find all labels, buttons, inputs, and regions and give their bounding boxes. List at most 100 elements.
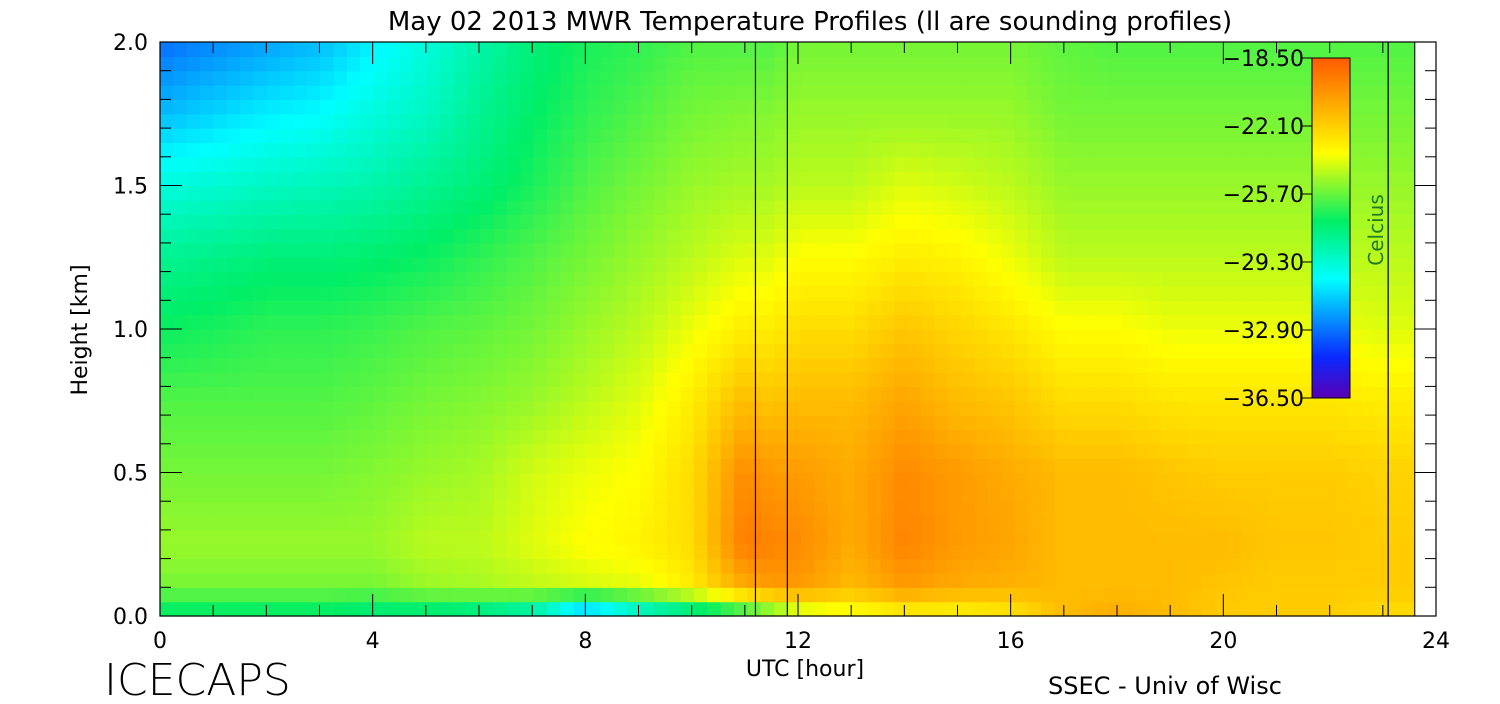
heatmap-cell xyxy=(867,472,882,488)
heatmap-cell xyxy=(413,42,428,57)
heatmap-cell xyxy=(386,99,401,115)
heatmap-cell xyxy=(840,501,855,517)
heatmap-cell xyxy=(880,228,895,244)
heatmap-cell xyxy=(507,415,521,431)
heatmap-cell xyxy=(733,99,748,115)
heatmap-cell xyxy=(747,558,762,574)
heatmap-cell xyxy=(920,515,935,531)
heatmap-cell xyxy=(320,314,335,330)
heatmap-cell xyxy=(160,386,174,402)
heatmap-cell xyxy=(1254,372,1269,387)
heatmap-cell xyxy=(453,386,468,402)
heatmap-cell xyxy=(360,357,375,373)
heatmap-cell xyxy=(1321,544,1336,560)
heatmap-cell xyxy=(974,501,989,517)
heatmap-cell xyxy=(1081,386,1095,402)
heatmap-cell xyxy=(974,99,989,115)
heatmap-cell xyxy=(934,314,949,330)
heatmap-cell xyxy=(854,70,869,86)
heatmap-cell xyxy=(1347,429,1362,445)
heatmap-cell xyxy=(480,271,495,287)
heatmap-cell xyxy=(560,544,575,560)
heatmap-cell xyxy=(333,329,348,344)
heatmap-cell xyxy=(333,529,348,545)
heatmap-cell xyxy=(1014,156,1029,172)
heatmap-cell xyxy=(760,515,775,531)
heatmap-cell xyxy=(1267,572,1282,588)
heatmap-cell xyxy=(453,372,468,387)
heatmap-cell xyxy=(480,558,495,574)
heatmap-cell xyxy=(1361,199,1376,215)
heatmap-cell xyxy=(960,343,975,359)
heatmap-cell xyxy=(226,199,241,215)
heatmap-cell xyxy=(854,199,869,215)
heatmap-cell xyxy=(1347,113,1362,129)
heatmap-cell xyxy=(947,501,962,517)
heatmap-cell xyxy=(1040,544,1055,560)
heatmap-cell xyxy=(1334,529,1349,545)
heatmap-cell xyxy=(1374,314,1389,330)
heatmap-cell xyxy=(480,544,495,560)
heatmap-cell xyxy=(200,85,214,100)
heatmap-cell xyxy=(707,472,722,488)
heatmap-cell xyxy=(1174,372,1189,387)
heatmap-cell xyxy=(667,501,682,517)
heatmap-cell xyxy=(1347,515,1362,531)
heatmap-cell xyxy=(1147,228,1162,244)
heatmap-cell xyxy=(333,171,348,187)
heatmap-cell xyxy=(1294,70,1309,86)
heatmap-cell xyxy=(453,601,468,617)
heatmap-cell xyxy=(640,113,655,129)
heatmap-cell xyxy=(173,544,188,560)
heatmap-cell xyxy=(1094,171,1109,187)
heatmap-cell xyxy=(894,501,909,517)
heatmap-cell xyxy=(774,501,788,517)
heatmap-cell xyxy=(213,372,228,387)
heatmap-cell xyxy=(346,587,361,603)
heatmap-cell xyxy=(293,515,308,531)
heatmap-cell xyxy=(1281,142,1296,158)
heatmap-cell xyxy=(560,70,575,86)
heatmap-cell xyxy=(1214,372,1229,387)
heatmap-cell xyxy=(1187,113,1202,129)
heatmap-cell xyxy=(360,587,375,603)
heatmap-cell xyxy=(426,515,441,531)
heatmap-cell xyxy=(386,171,401,187)
heatmap-cell xyxy=(1201,515,1216,531)
heatmap-cell xyxy=(320,113,335,129)
heatmap-cell xyxy=(426,70,441,86)
heatmap-cell xyxy=(467,572,481,588)
heatmap-cell xyxy=(894,171,909,187)
heatmap-cell xyxy=(987,242,1002,258)
heatmap-cell xyxy=(720,99,735,115)
heatmap-cell xyxy=(587,242,602,258)
heatmap-cell xyxy=(680,70,695,86)
heatmap-cell xyxy=(1121,300,1136,316)
heatmap-cell xyxy=(1254,429,1269,445)
heatmap-cell xyxy=(1281,185,1296,201)
heatmap-cell xyxy=(1147,242,1162,258)
colorbar-tick-label: −18.50 xyxy=(1223,47,1304,72)
heatmap-cell xyxy=(1174,458,1189,474)
heatmap-cell xyxy=(1347,329,1362,344)
heatmap-cell xyxy=(467,443,481,459)
heatmap-cell xyxy=(747,185,762,201)
heatmap-cell xyxy=(1241,214,1256,230)
heatmap-cell xyxy=(346,70,361,86)
heatmap-cell xyxy=(186,300,201,316)
y-tick-label: 1.0 xyxy=(113,318,148,343)
heatmap-cell xyxy=(587,544,602,560)
heatmap-cell xyxy=(240,300,255,316)
heatmap-cell xyxy=(1067,372,1082,387)
heatmap-cell xyxy=(1294,285,1309,301)
heatmap-cell xyxy=(320,458,335,474)
heatmap-cell xyxy=(920,472,935,488)
heatmap-cell xyxy=(1374,300,1389,316)
heatmap-cell xyxy=(1254,515,1269,531)
heatmap-cell xyxy=(1401,242,1416,258)
heatmap-cell xyxy=(1174,113,1189,129)
heatmap-cell xyxy=(880,42,895,57)
heatmap-cell xyxy=(1161,314,1176,330)
heatmap-cell xyxy=(1321,515,1336,531)
heatmap-cell xyxy=(213,56,228,72)
